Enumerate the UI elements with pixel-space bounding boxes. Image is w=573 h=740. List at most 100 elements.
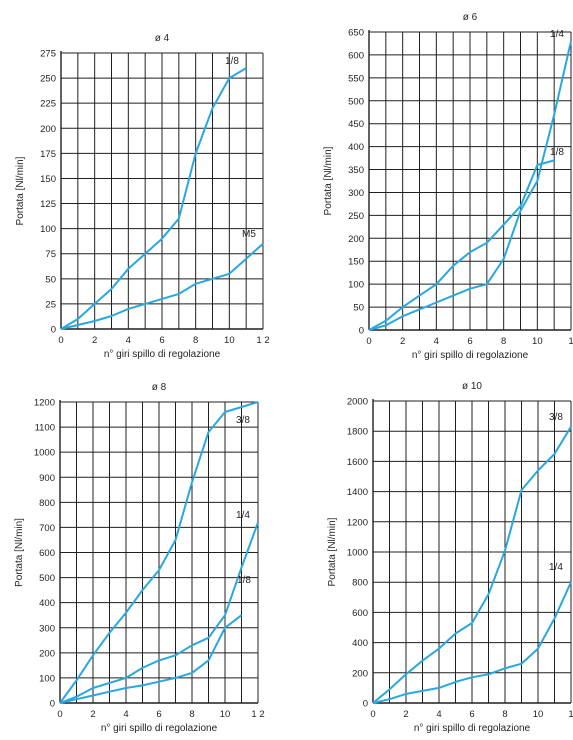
x-tick-label: 4	[434, 336, 439, 347]
y-tick-label: 450	[348, 119, 364, 130]
series-line-m5	[60, 242, 264, 330]
y-tick-label: 200	[352, 668, 368, 679]
y-axis-label: Portata [Nl/min]	[323, 146, 334, 215]
y-axis-label: Portata [Nl/min]	[14, 518, 25, 587]
y-axis-label: Portata [Nl/min]	[15, 156, 26, 225]
x-tick-label: 1	[568, 709, 573, 720]
y-tick-label: 1000	[34, 448, 55, 459]
chart-title: ø 10	[462, 381, 482, 392]
x-tick-label: 0	[366, 336, 371, 347]
y-tick-label: 700	[39, 523, 55, 534]
x-tick-label: 1	[568, 336, 573, 347]
x-tick-label: 1 2	[251, 709, 264, 720]
x-tick-label: 8	[501, 336, 506, 347]
y-tick-label: 125	[40, 199, 56, 210]
y-tick-label: 275	[40, 49, 56, 60]
x-tick-label: 10	[220, 709, 231, 720]
y-tick-label: 75	[45, 249, 56, 260]
series-line-1-4	[368, 40, 572, 331]
x-axis-label: n° giri spillo di regolazione	[412, 350, 529, 361]
series-line-1-8	[59, 614, 243, 704]
x-tick-label: 2	[90, 709, 95, 720]
y-tick-label: 1000	[347, 548, 368, 559]
series-label: 1/4	[236, 510, 250, 521]
y-tick-label: 800	[352, 578, 368, 589]
series-line-1-8	[60, 67, 247, 330]
y-tick-label: 250	[40, 74, 56, 85]
y-tick-label: 200	[39, 648, 55, 659]
y-tick-label: 100	[39, 673, 55, 684]
y-tick-label: 1400	[347, 487, 368, 498]
x-tick-label: 8	[502, 709, 507, 720]
series-label: 3/8	[236, 415, 250, 426]
y-tick-label: 150	[348, 257, 364, 268]
series-label: 1/8	[237, 575, 251, 586]
y-tick-label: 600	[39, 548, 55, 559]
y-tick-label: 50	[45, 274, 56, 285]
y-tick-label: 25	[45, 299, 56, 310]
y-axis-label: Portata [Nl/min]	[327, 517, 338, 586]
y-tick-label: 225	[40, 99, 56, 110]
chart-diameter-6: 0 50 100 150 200 250 300 350 400 450 500 550 600 650 0…	[323, 12, 573, 361]
y-tick-label: 600	[348, 50, 364, 61]
x-tick-label: 1 2	[256, 335, 269, 346]
x-tick-label: 10	[224, 335, 235, 346]
y-tick-label: 400	[348, 142, 364, 153]
y-tick-label: 600	[352, 608, 368, 619]
y-tick-label: 1800	[347, 427, 368, 438]
x-tick-label: 8	[193, 335, 198, 346]
y-tick-label: 1600	[347, 457, 368, 468]
series-line-3-8	[59, 401, 259, 704]
y-tick-label: 150	[40, 174, 56, 185]
chart-title: ø 4	[155, 33, 170, 44]
series-label: 1/8	[225, 56, 239, 67]
y-tick-label: 0	[50, 699, 55, 710]
y-tick-label: 500	[348, 96, 364, 107]
y-tick-label: 50	[353, 303, 364, 314]
y-tick-label: 650	[348, 28, 364, 39]
y-tick-label: 2000	[347, 397, 368, 408]
y-tick-label: 1100	[35, 423, 55, 434]
x-tick-label: 6	[156, 709, 161, 720]
chart-diameter-4: 0 25 50 75 100 125 150 175 200 225 250 275 0 2 4 6 8 10 1 …	[15, 33, 270, 360]
y-tick-label: 1200	[347, 517, 368, 528]
y-tick-label: 300	[39, 623, 55, 634]
x-tick-label: 0	[58, 335, 63, 346]
y-tick-label: 500	[39, 573, 55, 584]
y-tick-label: 100	[348, 280, 364, 291]
y-tick-label: 0	[51, 325, 56, 336]
series-line-1-4	[59, 522, 259, 704]
y-tick-label: 250	[348, 211, 364, 222]
x-tick-label: 6	[469, 709, 474, 720]
x-axis-label: n° giri spillo di regolazione	[414, 723, 531, 734]
x-tick-label: 6	[159, 335, 164, 346]
series-line-1-8	[368, 159, 555, 331]
x-tick-label: 0	[57, 709, 62, 720]
chart-diameter-10: 0 200 400 600 800 1000 1200 1400 1600 1800 2000 0 2 4…	[327, 381, 573, 734]
y-tick-label: 1200	[34, 398, 55, 409]
chart-diameter-8: 0100200300400500600700800900100011001200…	[14, 382, 265, 734]
y-tick-label: 400	[39, 598, 55, 609]
x-tick-label: 2	[92, 335, 97, 346]
x-tick-label: 4	[126, 335, 131, 346]
chart-title: ø 6	[463, 12, 478, 23]
x-tick-label: 4	[123, 709, 128, 720]
y-tick-label: 800	[39, 498, 55, 509]
y-tick-label: 400	[352, 638, 368, 649]
x-tick-label: 0	[370, 709, 375, 720]
y-tick-label: 200	[348, 234, 364, 245]
y-tick-label: 350	[348, 165, 364, 176]
x-tick-label: 10	[533, 709, 544, 720]
y-tick-label: 200	[40, 124, 56, 135]
x-tick-label: 6	[467, 336, 472, 347]
y-tick-label: 0	[363, 699, 368, 710]
y-tick-label: 300	[348, 188, 364, 199]
y-tick-label: 175	[40, 149, 56, 160]
x-tick-label: 2	[400, 336, 405, 347]
x-tick-label: 2	[403, 709, 408, 720]
x-tick-label: 10	[532, 336, 543, 347]
series-label: M5	[242, 229, 256, 240]
x-tick-label: 4	[436, 709, 441, 720]
y-tick-label: 900	[39, 473, 55, 484]
chart-title: ø 8	[152, 382, 167, 393]
